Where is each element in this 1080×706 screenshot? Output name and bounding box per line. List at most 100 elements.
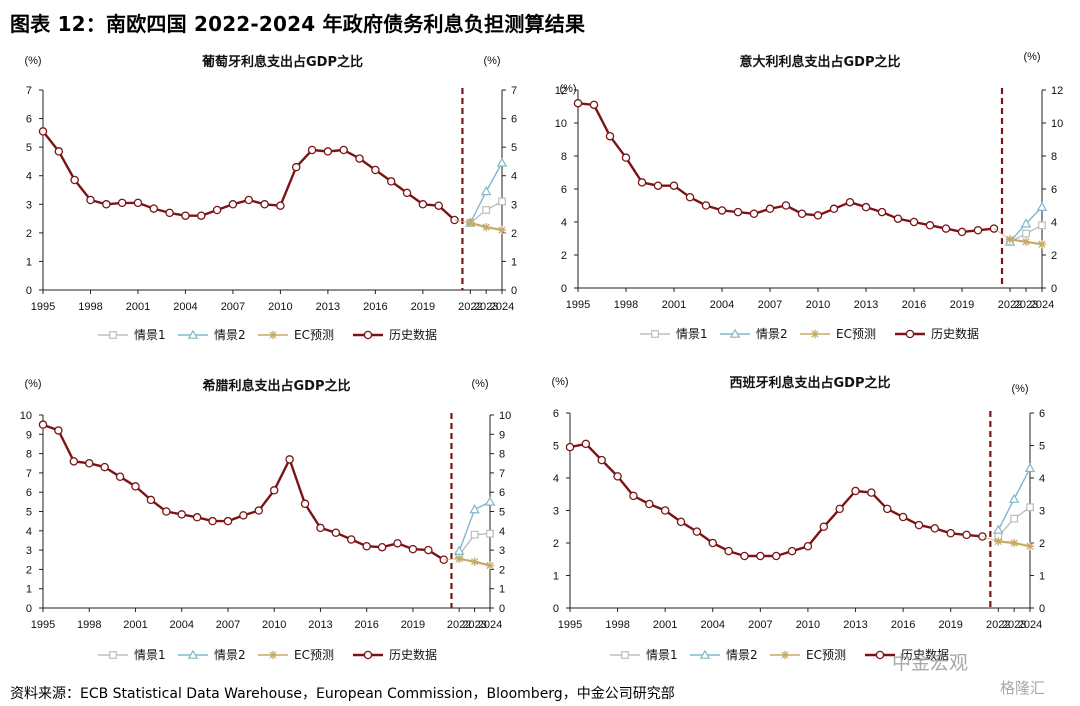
x-tick-label: 2001 <box>653 619 677 631</box>
data-point-history <box>307 145 317 155</box>
data-point-history <box>925 221 935 230</box>
data-point-history <box>408 544 418 554</box>
x-tick-label: 2024 <box>490 301 514 313</box>
data-point-history <box>254 506 264 515</box>
y-tick-label-left: 5 <box>553 441 559 453</box>
data-point-history <box>316 523 325 533</box>
legend-item-history: 历史数据 <box>353 327 437 342</box>
data-point-history <box>605 131 615 141</box>
y-tick-label-right: 12 <box>1051 85 1063 97</box>
x-tick-label: 2016 <box>354 619 378 631</box>
data-point-scenario-1 <box>1038 221 1046 230</box>
x-tick-label: 2019 <box>401 619 425 631</box>
data-point-ec-forecast <box>1021 237 1031 246</box>
data-point-history <box>717 206 727 215</box>
x-tick-label: 2023 <box>1002 619 1026 631</box>
data-point-history <box>581 439 591 449</box>
data-point-history <box>867 488 876 497</box>
data-point-history <box>957 227 967 237</box>
x-tick-label: 1998 <box>614 299 638 311</box>
series-connector-ec <box>993 228 1011 240</box>
data-point-history <box>898 512 908 522</box>
data-point-history <box>133 198 143 208</box>
series-ec-forecast <box>994 537 1035 551</box>
x-tick-label: 2023 <box>1014 299 1038 311</box>
data-point-history <box>260 200 269 209</box>
data-point-history <box>573 98 583 108</box>
data-point-history <box>660 506 670 515</box>
data-point-history <box>740 551 749 561</box>
data-point-scenario-2 <box>496 157 508 167</box>
data-point-history <box>269 486 279 495</box>
data-point-history <box>771 551 781 561</box>
legend-marker-history <box>363 330 373 340</box>
legend-item-history: 历史数据 <box>865 647 949 662</box>
x-tick-label: 2019 <box>411 301 435 313</box>
data-point-history <box>861 202 871 212</box>
y-tick-label-left: 4 <box>553 473 559 485</box>
data-point-ec-forecast <box>1037 240 1047 249</box>
y-axis-unit-right: (%) <box>471 378 488 390</box>
y-tick-label-right: 2 <box>499 564 505 576</box>
y-axis-unit-right: (%) <box>483 55 500 67</box>
data-point-history <box>692 527 702 536</box>
chart-spain: 西班牙利息支出占GDP之比 (%) (%) 0 0 1 1 2 2 3 3 4 4 5 5 6 6 1995 199… <box>551 375 1045 662</box>
legend-item-scenario-1: 情景1 <box>610 648 678 662</box>
x-tick-label: 2007 <box>748 619 772 631</box>
x-tick-label: 2024 <box>478 619 502 631</box>
series-scenario-2 <box>465 157 508 227</box>
data-point-history <box>197 211 206 220</box>
data-point-history <box>733 207 743 217</box>
data-point-history <box>38 420 48 429</box>
series-history <box>573 98 999 237</box>
chart-title: 希腊利息支出占GDP之比 <box>203 378 351 394</box>
legend-marker-scenario-1 <box>109 331 117 339</box>
data-point-history <box>893 214 903 223</box>
y-tick-label-left: 0 <box>561 283 567 295</box>
x-tick-label: 1998 <box>605 619 629 631</box>
data-point-history <box>70 175 79 185</box>
y-tick-label-right: 1 <box>1039 571 1045 583</box>
y-tick-label-right: 2 <box>1051 250 1057 262</box>
data-point-ec-forecast <box>481 222 491 232</box>
data-point-history <box>115 472 125 482</box>
data-point-scenario-2 <box>1008 493 1020 503</box>
data-point-history <box>131 482 140 491</box>
y-tick-label-right: 8 <box>1051 151 1057 163</box>
x-tick-label: 2024 <box>1018 619 1042 631</box>
series-scenario-2 <box>453 496 496 555</box>
data-point-history <box>669 181 679 190</box>
series-ec-forecast <box>466 218 507 235</box>
data-point-history <box>228 200 238 209</box>
data-point-history <box>377 542 387 552</box>
data-point-scenario-1 <box>470 530 479 539</box>
legend-label-scenario-2: 情景2 <box>214 328 246 342</box>
data-point-history <box>339 145 348 155</box>
y-tick-label-left: 1 <box>26 256 32 268</box>
data-point-history <box>86 195 95 205</box>
series-line-history <box>569 442 983 558</box>
y-tick-label-left: 7 <box>26 468 32 480</box>
data-point-scenario-2 <box>1020 218 1032 228</box>
y-tick-label-right: 0 <box>511 285 517 297</box>
data-point-history <box>708 538 718 548</box>
legend-item-ec-forecast: EC预测 <box>258 648 334 662</box>
y-tick-label-left: 9 <box>26 429 32 441</box>
y-tick-label-left: 5 <box>26 507 32 519</box>
legend-item-scenario-1: 情景1 <box>640 327 708 341</box>
y-tick-label-left: 8 <box>26 449 32 461</box>
data-point-history <box>69 457 79 466</box>
legend-item-scenario-2: 情景2 <box>178 328 246 342</box>
data-point-history <box>212 205 222 215</box>
y-tick-label-right: 7 <box>511 85 517 97</box>
x-tick-label: 2010 <box>268 301 292 313</box>
y-tick-label-left: 3 <box>26 545 32 557</box>
data-point-history <box>613 472 622 481</box>
data-point-history <box>978 532 987 541</box>
data-point-history <box>386 177 396 186</box>
data-point-history <box>685 192 695 202</box>
x-tick-label: 2007 <box>221 301 245 313</box>
data-point-history <box>418 200 428 209</box>
legend-label-scenario-2: 情景2 <box>214 648 246 662</box>
y-tick-label-right: 1 <box>499 584 505 596</box>
